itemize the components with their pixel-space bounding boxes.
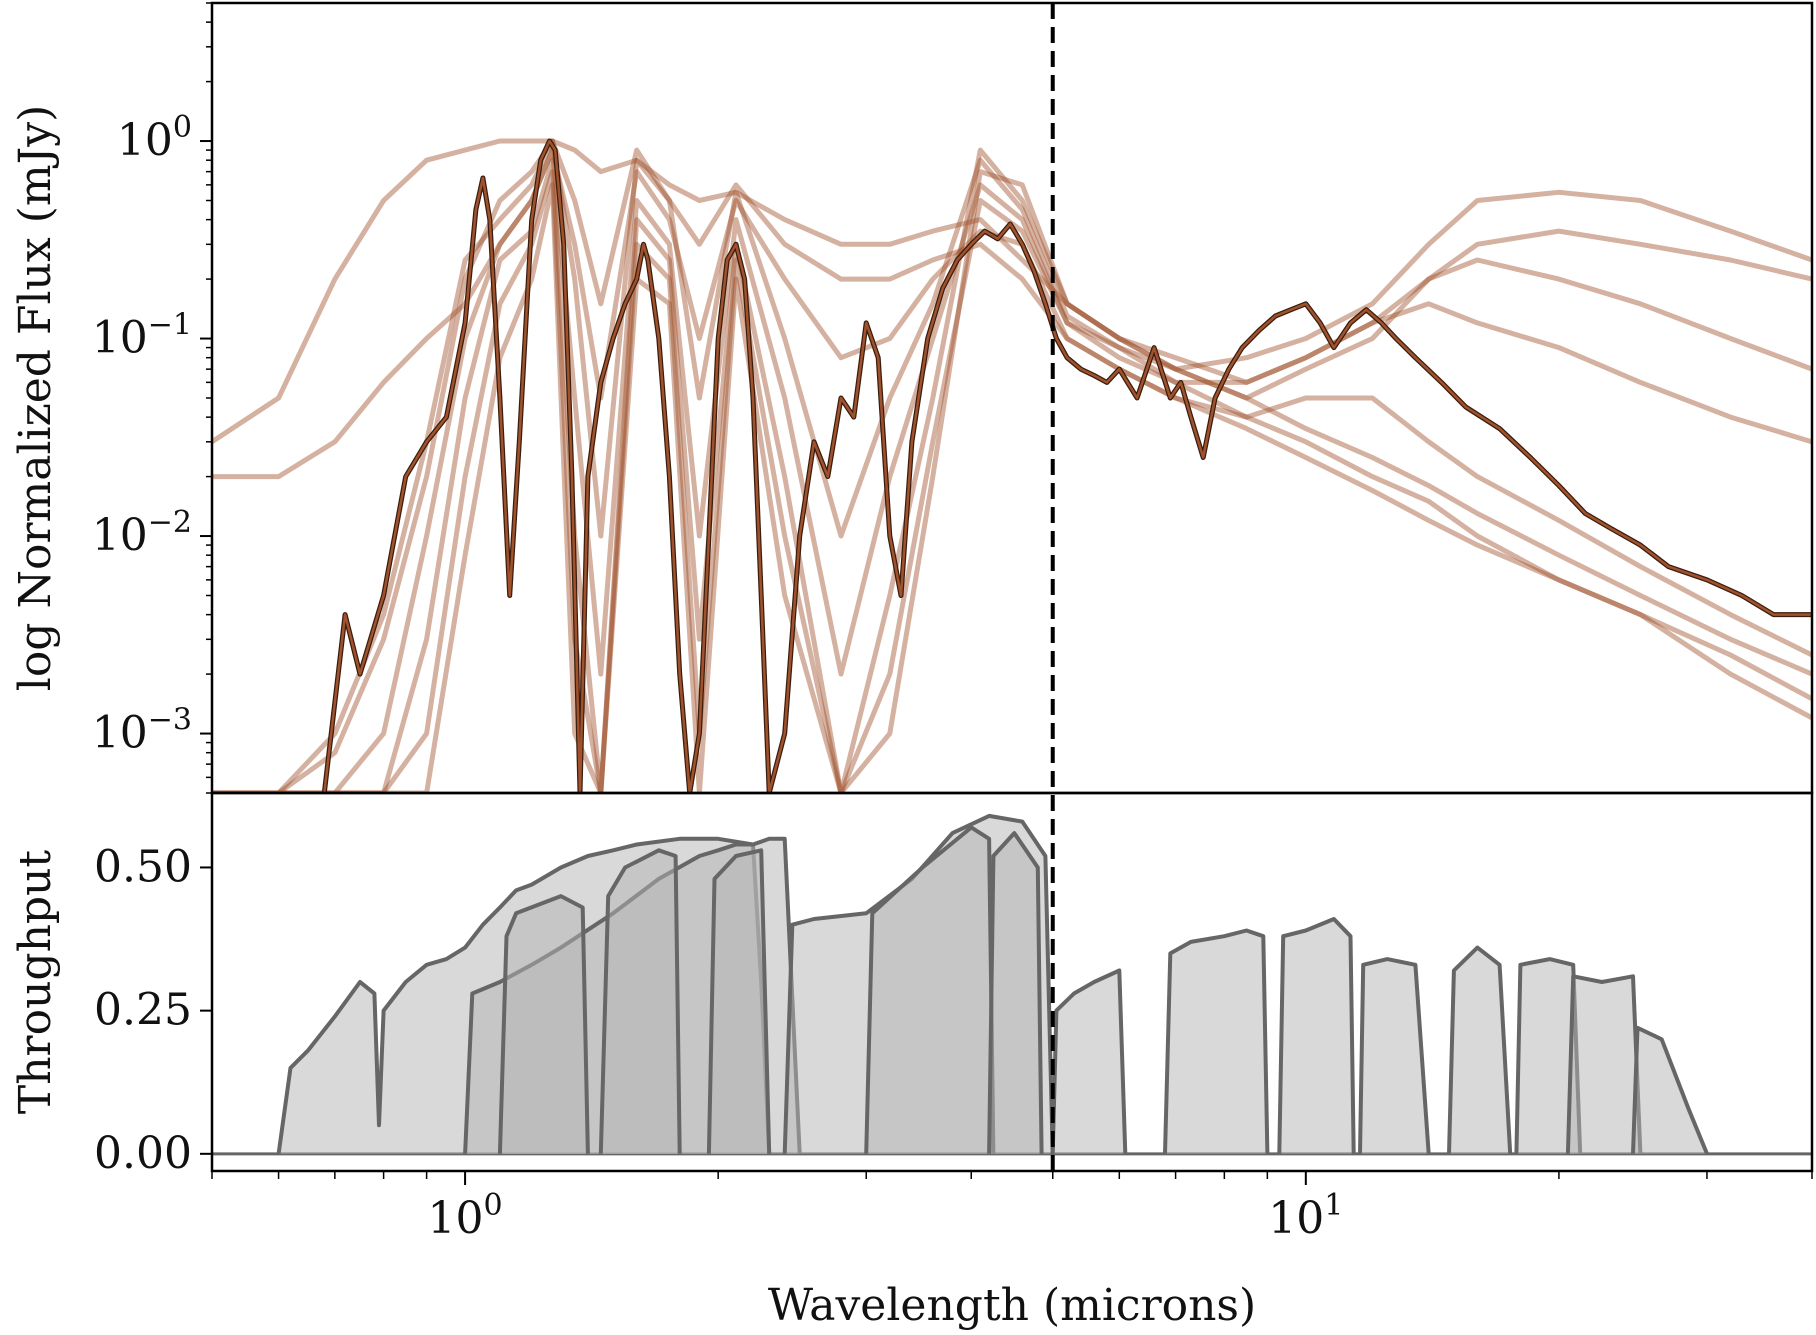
filter-curve-10 xyxy=(1163,928,1270,1154)
filter-curve-3 xyxy=(497,894,590,1154)
flux-y-ticks: 100 10−1 10−2 10−3 xyxy=(92,2,212,794)
throughput-y-tick-label-2: 0.25 xyxy=(94,985,192,1036)
filter-curve-13 xyxy=(1447,945,1513,1154)
filter-curve-8 xyxy=(987,831,1044,1154)
model-spectrum-line-4 xyxy=(212,147,1812,793)
model-spectrum-line-8 xyxy=(212,169,1812,793)
filter-curve-16 xyxy=(1631,1025,1709,1155)
filter-fill-15 xyxy=(1567,976,1641,1154)
filter-fill-7 xyxy=(866,827,994,1154)
filter-curve-9 xyxy=(1050,968,1128,1154)
filter-fill-9 xyxy=(1052,970,1126,1154)
model-spectra-ensemble xyxy=(212,138,1812,793)
throughput-y-axis-label: Throughput xyxy=(10,850,61,1115)
flux-y-tick-label-3: 10−2 xyxy=(92,505,192,561)
filter-fill-3 xyxy=(499,896,588,1154)
filter-fill-14 xyxy=(1516,959,1581,1154)
model-spectrum-line-7 xyxy=(212,138,1812,793)
filter-fill-8 xyxy=(989,833,1042,1154)
filter-curve-6 xyxy=(782,813,1055,1154)
wavelength-x-ticks: 100 101 xyxy=(211,1171,1813,1244)
filter-curve-5 xyxy=(706,848,772,1154)
highlighted-spectrum-line xyxy=(323,139,1812,793)
filter-fill-4 xyxy=(600,850,680,1154)
flux-panel: 100 10−1 10−2 10−3 log Normalized Flux (mJy… xyxy=(10,1,1814,795)
flux-y-axis-label: log Normalized Flux (mJy) xyxy=(10,105,61,692)
model-spectrum-line-2 xyxy=(212,138,1812,677)
x-tick-label-1: 100 xyxy=(428,1188,503,1244)
filter-fill-12 xyxy=(1360,959,1429,1154)
model-spectrum-line-3 xyxy=(212,147,1812,793)
throughput-y-ticks: 0.00 0.25 0.50 xyxy=(94,841,212,1179)
throughput-y-tick-label-1: 0.00 xyxy=(94,1128,192,1179)
x-axis-label: Wavelength (microns) xyxy=(768,1280,1256,1331)
filter-fill-13 xyxy=(1449,947,1511,1154)
model-spectrum-line-5 xyxy=(212,169,1812,793)
throughput-panel: 0.00 0.25 0.50 Throughput xyxy=(10,791,1814,1179)
filter-fill-16 xyxy=(1633,1027,1707,1154)
flux-y-tick-label-4: 10−3 xyxy=(92,703,192,759)
filter-curve-11 xyxy=(1277,917,1356,1154)
filter-curve-1 xyxy=(276,836,772,1155)
filter-fill-5 xyxy=(708,850,770,1154)
filter-curve-12 xyxy=(1358,957,1431,1154)
x-tick-label-2: 101 xyxy=(1268,1188,1343,1244)
highlighted-spectrum-outline xyxy=(321,138,1812,793)
filter-fill-11 xyxy=(1279,919,1354,1154)
flux-y-tick-label-2: 10−1 xyxy=(92,308,192,364)
highlighted-spectrum-group xyxy=(321,138,1812,793)
flux-y-tick-label-1: 100 xyxy=(117,110,192,166)
model-spectrum-line-6 xyxy=(212,147,1812,702)
filter-curve-4 xyxy=(598,848,682,1154)
throughput-y-tick-label-3: 0.50 xyxy=(94,841,192,892)
throughput-axes-frame xyxy=(210,791,1814,1173)
filter-curve-7 xyxy=(864,825,996,1154)
model-spectrum-line-1 xyxy=(212,138,1812,793)
filter-fill-10 xyxy=(1165,930,1268,1154)
filter-curves xyxy=(212,813,1812,1156)
